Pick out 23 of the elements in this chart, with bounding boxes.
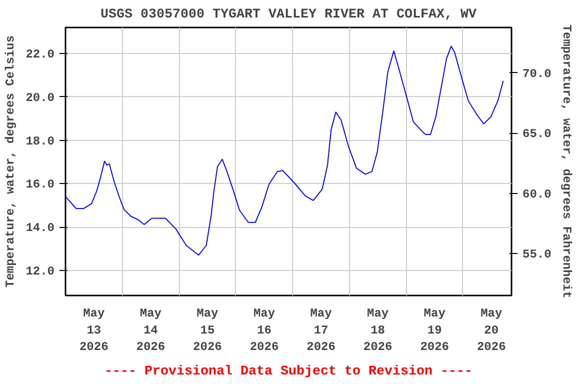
x-tick-label: May 19 2026 bbox=[420, 306, 450, 354]
x-tick-label: May 15 2026 bbox=[193, 306, 222, 354]
x-tick-label: May 16 2026 bbox=[250, 306, 279, 354]
y-tick-label: 12.0 bbox=[26, 264, 55, 279]
y-tick-label: 16.0 bbox=[26, 178, 55, 192]
y-tick-label: 14.0 bbox=[26, 221, 55, 236]
y2-tick-label: 60.0 bbox=[522, 187, 552, 202]
x-tick-label: May 20 2026 bbox=[476, 306, 506, 354]
y2-tick-label: 70.0 bbox=[522, 66, 552, 81]
x-tick-label: May 18 2026 bbox=[363, 306, 392, 354]
y-tick-label: 22.0 bbox=[26, 48, 55, 62]
x-tick-label: May 14 2026 bbox=[136, 306, 166, 354]
y2-tick-label: 55.0 bbox=[522, 248, 552, 262]
y2-tick-label: 65.0 bbox=[522, 127, 552, 142]
x-tick-label: May 17 2026 bbox=[306, 306, 336, 354]
text: ---- Provisional Data Subject to Revision ---- bbox=[104, 364, 472, 380]
y-tick-label: 18.0 bbox=[26, 134, 55, 148]
line-series bbox=[66, 46, 504, 256]
x-tick-label: May 13 2026 bbox=[79, 306, 108, 354]
y2-axis-title: Temperature, water, degrees Fahrenheit bbox=[559, 24, 574, 298]
chart-title: USGS 03057000 TYGART VALLEY RIVER AT COLFAX, WV bbox=[100, 8, 476, 22]
y-axis-title: Temperature, water, degrees Celsius bbox=[4, 35, 18, 288]
y-tick-label: 20.0 bbox=[26, 90, 55, 105]
